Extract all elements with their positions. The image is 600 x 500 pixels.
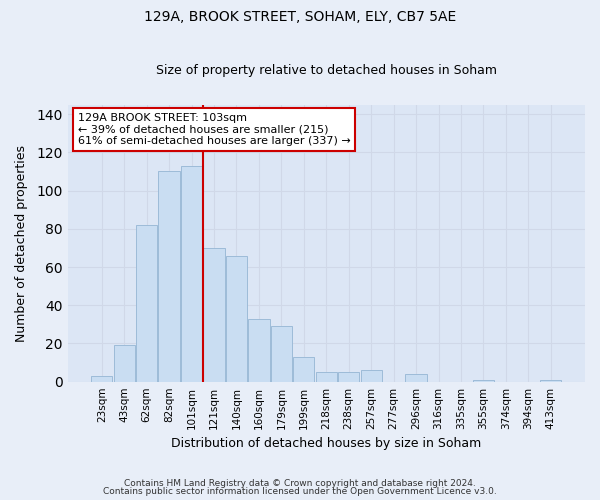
Text: Contains public sector information licensed under the Open Government Licence v3: Contains public sector information licen… — [103, 487, 497, 496]
Bar — [203, 248, 224, 382]
Bar — [181, 166, 202, 382]
Bar — [271, 326, 292, 382]
Title: Size of property relative to detached houses in Soham: Size of property relative to detached ho… — [156, 64, 497, 77]
Bar — [406, 374, 427, 382]
Bar — [361, 370, 382, 382]
Bar — [316, 372, 337, 382]
Bar — [293, 357, 314, 382]
Bar — [91, 376, 112, 382]
Text: Contains HM Land Registry data © Crown copyright and database right 2024.: Contains HM Land Registry data © Crown c… — [124, 478, 476, 488]
Text: 129A BROOK STREET: 103sqm
← 39% of detached houses are smaller (215)
61% of semi: 129A BROOK STREET: 103sqm ← 39% of detac… — [78, 113, 350, 146]
Bar — [226, 256, 247, 382]
Y-axis label: Number of detached properties: Number of detached properties — [15, 144, 28, 342]
X-axis label: Distribution of detached houses by size in Soham: Distribution of detached houses by size … — [171, 437, 481, 450]
Bar — [113, 346, 135, 382]
Bar — [473, 380, 494, 382]
Text: 129A, BROOK STREET, SOHAM, ELY, CB7 5AE: 129A, BROOK STREET, SOHAM, ELY, CB7 5AE — [144, 10, 456, 24]
Bar — [136, 225, 157, 382]
Bar — [338, 372, 359, 382]
Bar — [158, 172, 180, 382]
Bar — [248, 318, 269, 382]
Bar — [540, 380, 562, 382]
